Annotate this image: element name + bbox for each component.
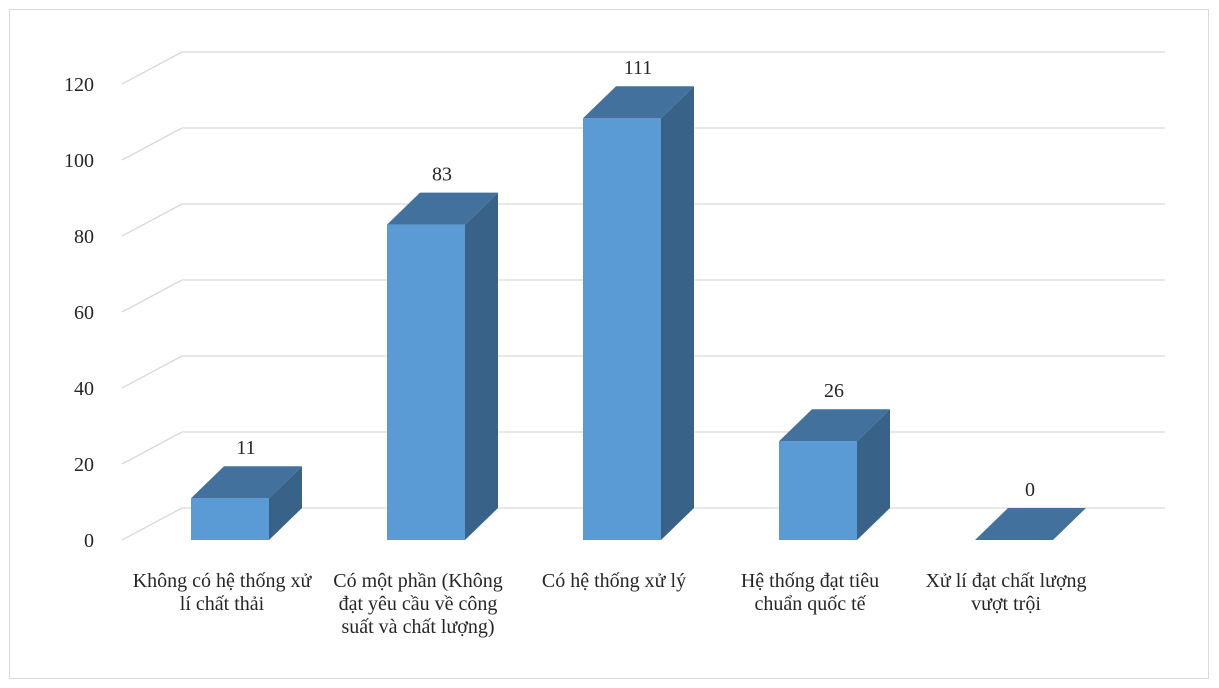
y-tick-label: 80	[74, 226, 94, 248]
gridline-diagonal	[121, 507, 183, 541]
bar-side	[269, 466, 302, 540]
bar-top	[779, 409, 890, 442]
bar-side	[661, 86, 694, 540]
gridline-diagonal	[121, 51, 183, 85]
data-label: 0	[1025, 479, 1035, 501]
data-label: 26	[824, 380, 844, 402]
data-label: 111	[624, 57, 653, 79]
gridline-diagonal	[121, 355, 183, 389]
gridline-diagonal	[121, 431, 183, 465]
bar	[191, 466, 302, 540]
gridline-diagonal	[121, 127, 183, 161]
gridline-diagonal	[121, 279, 183, 313]
bar	[779, 409, 890, 540]
y-tick-label: 120	[64, 74, 94, 96]
y-tick-label: 20	[74, 454, 94, 476]
gridline-diagonal	[121, 203, 183, 237]
bar	[583, 86, 694, 540]
data-label: 83	[432, 164, 452, 186]
bar-top	[975, 508, 1086, 540]
x-category-label: Xử lí đạt chất lượng vượt trội	[925, 570, 1087, 615]
x-category-label: Có hệ thống xử lý	[541, 570, 687, 592]
bar	[975, 508, 1086, 540]
chart-frame: 0 20 40 60 80 100 120 11 83 111 26 0 Không có hệ t…	[9, 9, 1209, 679]
bar-top	[387, 192, 498, 225]
y-tick-label: 60	[74, 302, 94, 324]
y-tick-label: 40	[74, 378, 94, 400]
bar	[387, 192, 498, 540]
y-tick-label: 100	[64, 150, 94, 172]
bars	[191, 86, 1086, 540]
bar-front	[191, 498, 269, 540]
x-category-label: Hệ thống đạt tiêu chuẩn quốc tế	[740, 570, 880, 615]
bar-front	[387, 224, 465, 540]
bar-side	[857, 409, 890, 540]
y-tick-label: 0	[84, 530, 94, 552]
bar-top	[583, 86, 694, 119]
x-category-label: Không có hệ thống xử lí chất thải	[132, 570, 312, 615]
bar-top	[191, 466, 302, 499]
data-label: 11	[236, 437, 255, 459]
bar-side	[465, 192, 498, 540]
bar-chart: 0 20 40 60 80 100 120 11 83 111 26 0	[64, 51, 1165, 552]
x-category-label: Có một phần (Không đạt yêu cầu về công s…	[333, 570, 503, 638]
y-axis-ticks: 0 20 40 60 80 100 120	[64, 74, 94, 552]
bar-front	[583, 118, 661, 540]
data-labels: 11 83 111 26 0	[236, 57, 1035, 501]
bar-front	[779, 441, 857, 540]
